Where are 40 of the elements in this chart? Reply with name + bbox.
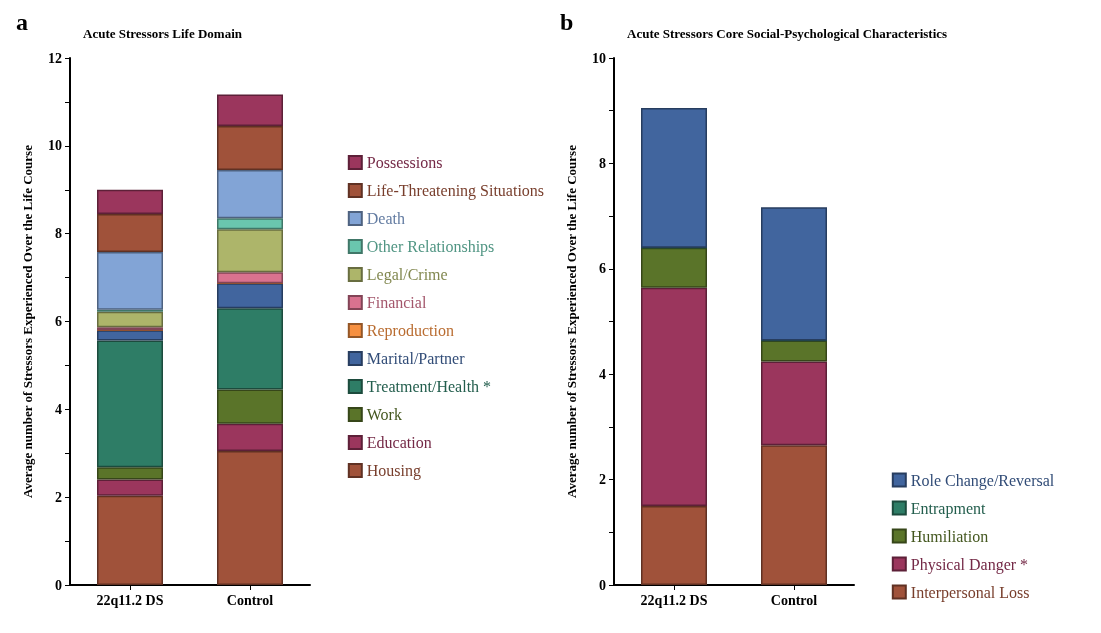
legend-label: Education: [366, 434, 432, 451]
y-tick-label: 6: [55, 314, 62, 329]
legend-label: Work: [366, 406, 402, 423]
legend-label: Other Relationships: [366, 238, 495, 256]
text: b: [560, 9, 574, 35]
legend-label: Role Change/Reversal: [910, 471, 1055, 490]
y-tick-label: 8: [55, 226, 62, 242]
x-tick-label: Control: [226, 592, 274, 608]
y-tick-label: 8: [599, 155, 606, 171]
x-tick-label: 22q11.2 DS: [96, 592, 164, 608]
y-axis-title: Average number of Stressors Experienced Over the Life Course: [564, 144, 579, 498]
y-tick-label: 6: [599, 261, 606, 277]
legend-label: Death: [366, 210, 405, 227]
chart-title: Acute Stressors Core Social-Psychological Characteristics: [627, 26, 948, 41]
chart-title: Acute Stressors Life Domain: [83, 26, 243, 41]
y-tick-label: 4: [55, 401, 62, 417]
legend-label: Humiliation: [910, 527, 989, 545]
legend-label: Interpersonal Loss: [910, 583, 1030, 602]
legend-label: Marital/Partner: [366, 350, 466, 367]
legend-label: Possessions: [366, 154, 443, 171]
legend-label: Legal/Crime: [366, 266, 448, 284]
text: a: [16, 9, 28, 35]
y-tick-label: 10: [592, 50, 606, 66]
legend-label: Reproduction: [366, 322, 454, 340]
y-tick-label: 2: [599, 472, 606, 488]
legend-label: Entrapment: [910, 499, 986, 518]
x-tick-label: 22q11.2 DS: [640, 592, 708, 608]
y-tick-label: 10: [48, 138, 62, 154]
y-tick-label: 2: [55, 489, 62, 505]
y-tick-label: 12: [48, 50, 62, 66]
legend-label: Life-Threatening Situations: [366, 182, 545, 200]
y-tick-label: 0: [599, 577, 606, 593]
legend-label: Physical Danger *: [910, 555, 1029, 574]
y-axis-title: Average number of Stressors Experienced Over the Life Course: [20, 144, 35, 498]
y-tick-label: 4: [599, 366, 606, 382]
legend-label: Treatment/Health *: [366, 378, 492, 395]
y-tick-label: 0: [55, 577, 62, 593]
legend-label: Financial: [366, 294, 427, 311]
x-tick-label: Control: [770, 592, 818, 608]
legend-label: Housing: [366, 462, 422, 480]
